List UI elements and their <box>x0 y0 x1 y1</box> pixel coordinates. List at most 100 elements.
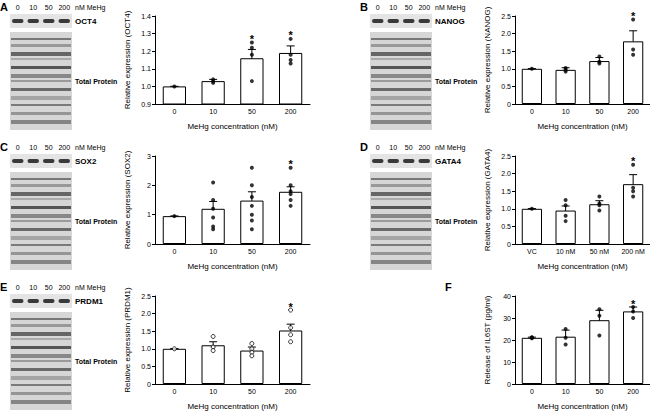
svg-text:2.0: 2.0 <box>501 30 511 37</box>
svg-text:1.5: 1.5 <box>501 188 511 195</box>
svg-text:50: 50 <box>595 108 603 115</box>
svg-text:2.5: 2.5 <box>501 13 511 20</box>
svg-text:1.1: 1.1 <box>141 65 151 72</box>
svg-text:200: 200 <box>285 248 297 255</box>
svg-text:2.5: 2.5 <box>501 153 511 160</box>
svg-text:0: 0 <box>530 388 534 395</box>
svg-text:50: 50 <box>248 248 256 255</box>
svg-text:F: F <box>445 281 452 293</box>
svg-text:Relative expression (NANOG): Relative expression (NANOG) <box>483 6 492 113</box>
svg-text:0: 0 <box>376 4 380 11</box>
svg-text:0: 0 <box>172 248 176 255</box>
svg-text:1.5: 1.5 <box>141 328 151 335</box>
svg-text:*: * <box>288 29 293 41</box>
svg-text:OCT4: OCT4 <box>75 17 97 26</box>
svg-text:MeHg concentration (nM): MeHg concentration (nM) <box>187 122 278 131</box>
svg-text:VC: VC <box>527 248 537 255</box>
svg-text:Total Protein: Total Protein <box>435 218 477 225</box>
svg-text:1.0: 1.0 <box>141 83 151 90</box>
svg-text:200: 200 <box>285 388 297 395</box>
svg-text:0.5: 0.5 <box>501 223 511 230</box>
svg-text:0: 0 <box>530 108 534 115</box>
svg-text:GATA4: GATA4 <box>435 157 461 166</box>
svg-text:50: 50 <box>45 4 53 11</box>
svg-text:SOX2: SOX2 <box>75 157 97 166</box>
svg-text:nM MeHg: nM MeHg <box>75 284 105 292</box>
svg-text:0.5: 0.5 <box>501 83 511 90</box>
svg-text:10: 10 <box>209 388 217 395</box>
svg-text:50: 50 <box>405 144 413 151</box>
svg-text:nM MeHg: nM MeHg <box>75 144 105 152</box>
svg-text:1.3: 1.3 <box>141 30 151 37</box>
svg-text:MeHg concentration (nM): MeHg concentration (nM) <box>187 402 278 411</box>
svg-text:0: 0 <box>16 284 20 291</box>
svg-text:D: D <box>360 141 368 153</box>
svg-text:200: 200 <box>58 4 70 11</box>
svg-text:NANOG: NANOG <box>435 17 465 26</box>
svg-text:200: 200 <box>627 388 639 395</box>
svg-text:1: 1 <box>147 211 151 218</box>
svg-text:10: 10 <box>29 4 37 11</box>
svg-text:200 nM: 200 nM <box>621 248 645 255</box>
svg-text:MeHg concentration (nM): MeHg concentration (nM) <box>537 262 628 271</box>
svg-text:PRDM1: PRDM1 <box>75 297 104 306</box>
svg-text:Release of IL6ST (pg/ml): Release of IL6ST (pg/ml) <box>483 295 492 384</box>
svg-text:10: 10 <box>29 144 37 151</box>
svg-text:Total Protein: Total Protein <box>75 358 117 365</box>
svg-text:MeHg concentration (nM): MeHg concentration (nM) <box>537 402 628 411</box>
svg-text:200: 200 <box>418 4 430 11</box>
svg-text:*: * <box>631 155 636 167</box>
svg-text:50: 50 <box>248 108 256 115</box>
svg-text:30: 30 <box>503 315 511 322</box>
svg-text:50: 50 <box>45 144 53 151</box>
svg-text:Total Protein: Total Protein <box>435 78 477 85</box>
svg-text:2.5: 2.5 <box>141 293 151 300</box>
svg-text:1.4: 1.4 <box>141 13 151 20</box>
svg-text:200: 200 <box>58 144 70 151</box>
svg-text:1.2: 1.2 <box>141 48 151 55</box>
svg-text:Total Protein: Total Protein <box>75 78 117 85</box>
svg-text:20: 20 <box>503 337 511 344</box>
svg-text:nM MeHg: nM MeHg <box>435 4 465 12</box>
svg-text:MeHg concentration (nM): MeHg concentration (nM) <box>537 122 628 131</box>
svg-text:Total Protein: Total Protein <box>75 218 117 225</box>
svg-text:0: 0 <box>16 4 20 11</box>
svg-text:50 nM: 50 nM <box>590 248 610 255</box>
svg-text:10: 10 <box>389 144 397 151</box>
svg-text:2.0: 2.0 <box>141 310 151 317</box>
svg-text:0: 0 <box>147 381 151 388</box>
svg-text:2: 2 <box>147 182 151 189</box>
svg-text:2.0: 2.0 <box>501 170 511 177</box>
svg-text:Relative expression (PRDM1): Relative expression (PRDM1) <box>123 287 132 393</box>
svg-text:1.0: 1.0 <box>141 345 151 352</box>
svg-text:10: 10 <box>389 4 397 11</box>
svg-text:50: 50 <box>405 4 413 11</box>
svg-text:0.9: 0.9 <box>141 101 151 108</box>
svg-text:0: 0 <box>507 381 511 388</box>
svg-text:10 nM: 10 nM <box>556 248 576 255</box>
svg-text:200: 200 <box>58 284 70 291</box>
svg-text:50: 50 <box>45 284 53 291</box>
svg-text:nM MeHg: nM MeHg <box>75 4 105 12</box>
svg-text:0: 0 <box>147 241 151 248</box>
svg-text:0: 0 <box>376 144 380 151</box>
svg-text:MeHg concentration (nM): MeHg concentration (nM) <box>187 262 278 271</box>
svg-text:0: 0 <box>172 388 176 395</box>
svg-text:*: * <box>288 158 293 170</box>
svg-text:Relative expression (SOX2): Relative expression (SOX2) <box>123 150 132 249</box>
svg-text:0: 0 <box>507 241 511 248</box>
svg-text:C: C <box>0 141 8 153</box>
svg-text:nM MeHg: nM MeHg <box>435 144 465 152</box>
svg-text:Relative expression (OCT4): Relative expression (OCT4) <box>123 10 132 109</box>
svg-text:B: B <box>360 1 368 13</box>
svg-text:Relative expression (GATA4): Relative expression (GATA4) <box>483 148 492 251</box>
svg-text:1.5: 1.5 <box>501 48 511 55</box>
svg-text:0.5: 0.5 <box>141 363 151 370</box>
svg-text:10: 10 <box>209 248 217 255</box>
svg-text:200: 200 <box>285 108 297 115</box>
svg-text:10: 10 <box>503 359 511 366</box>
svg-text:10: 10 <box>209 108 217 115</box>
svg-text:50: 50 <box>248 388 256 395</box>
svg-text:10: 10 <box>562 108 570 115</box>
svg-text:*: * <box>631 10 636 22</box>
